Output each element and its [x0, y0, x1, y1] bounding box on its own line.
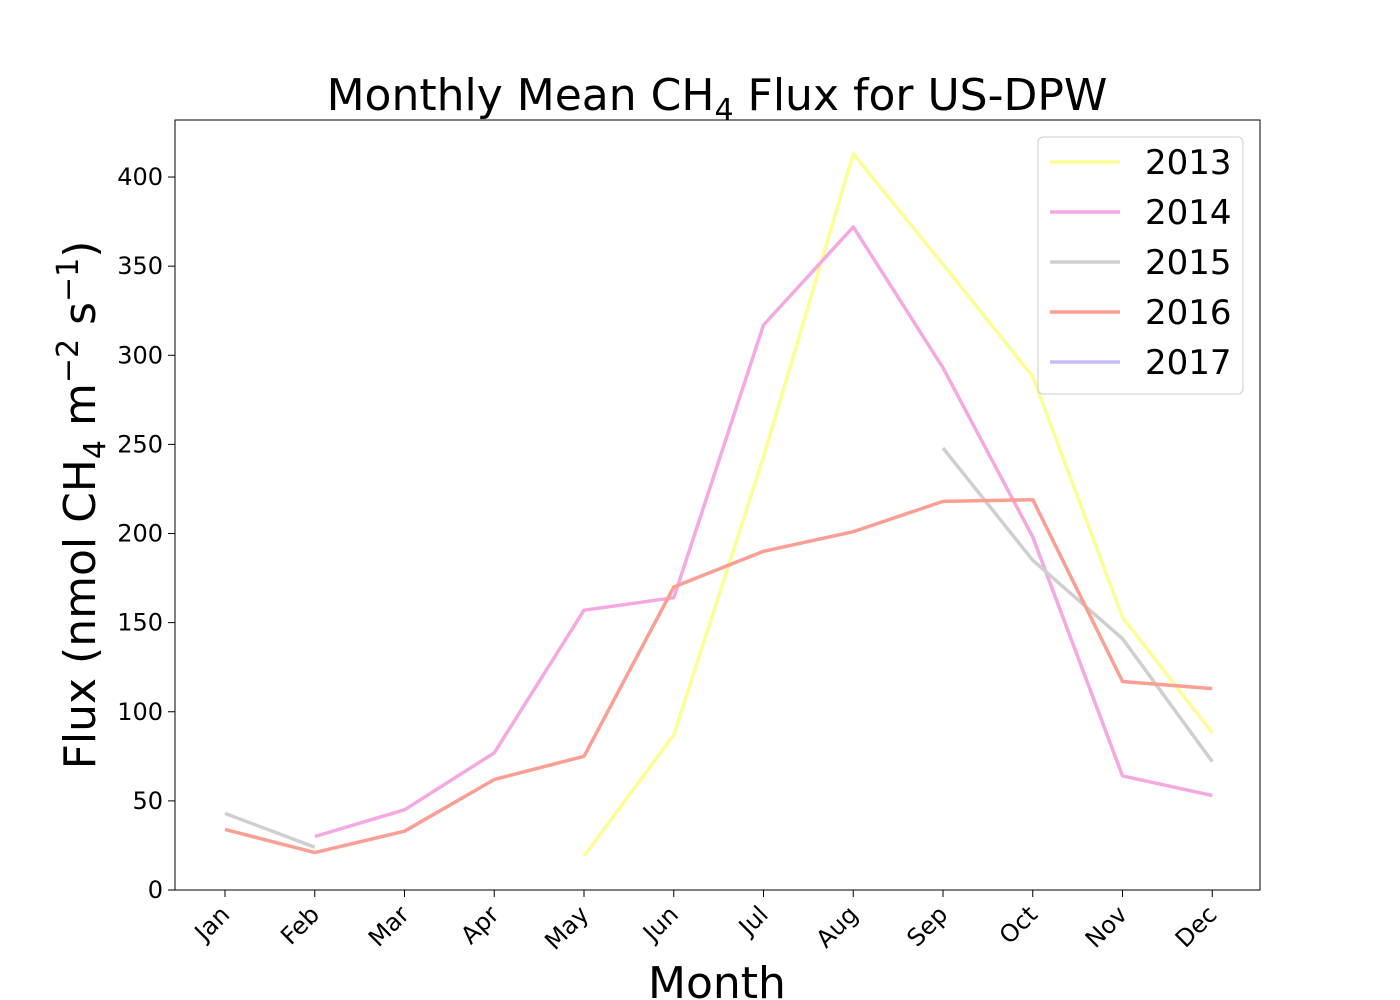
y-tick-label: 0: [148, 876, 163, 904]
legend-label-2015: 2015: [1145, 243, 1232, 283]
x-tick-label: Dec: [1170, 900, 1223, 953]
series-lines: [224, 152, 1214, 858]
plot-frame: [174, 119, 1261, 891]
x-tick-label: May: [539, 900, 594, 955]
series-line-2014: [314, 225, 1213, 839]
series-line-2016: [224, 497, 1213, 855]
x-tick-label: Jul: [732, 900, 774, 942]
chart-title: Monthly Mean CH4 Flux for US-DPW: [327, 70, 1108, 128]
chart-title-subscript: 4: [714, 93, 733, 128]
y-tick-label: 100: [117, 698, 163, 726]
chart-title-suffix: Flux for US-DPW: [734, 70, 1108, 121]
x-axis-ticks: Jan Feb Mar Apr May Jun Jul Aug Sep Oct Nov Dec: [188, 890, 1223, 955]
x-tick-label: Jun: [636, 900, 684, 948]
y-axis-label-part1: Flux (nmol CH: [55, 459, 106, 769]
y-axis-label-sub: 4: [78, 440, 113, 459]
y-axis-label-part4: ): [55, 241, 106, 258]
legend: 2013 2014 2015 2016 2017: [1037, 136, 1244, 395]
x-tick-label: Feb: [275, 900, 325, 950]
series-line-2015: [224, 811, 316, 849]
x-tick-label: Aug: [811, 900, 864, 953]
y-axis-label-sup2: −1: [51, 258, 86, 302]
legend-label-2014: 2014: [1145, 193, 1232, 233]
x-tick-label: Oct: [994, 900, 1043, 949]
x-tick-label: Mar: [363, 900, 415, 952]
series-line-2013: [582, 152, 1214, 858]
x-tick-label: Jan: [188, 900, 235, 947]
legend-frame: [1037, 136, 1244, 395]
y-tick-label: 150: [117, 609, 163, 637]
y-axis-ticks: 0 50 100 150 200 250 300 350 400: [117, 163, 175, 904]
legend-label-2016: 2016: [1145, 293, 1232, 333]
legend-label-2013: 2013: [1145, 143, 1232, 183]
y-tick-label: 50: [132, 787, 163, 815]
y-tick-label: 350: [117, 252, 163, 280]
y-axis-label: Flux (nmol CH4 m−2 s−1): [51, 241, 113, 770]
x-tick-label: Sep: [901, 900, 953, 952]
legend-items: 2013 2014 2015 2016 2017: [1050, 143, 1232, 383]
legend-label-2017: 2017: [1145, 343, 1232, 383]
y-tick-label: 200: [117, 520, 163, 548]
y-tick-label: 300: [117, 341, 163, 369]
y-axis-label-sup1: −2: [51, 339, 86, 383]
x-axis-label: Month: [648, 958, 786, 1000]
chart-title-prefix: Monthly Mean CH: [327, 70, 715, 121]
y-tick-label: 250: [117, 430, 163, 458]
series-line-2015: [941, 446, 1214, 763]
x-tick-label: Nov: [1080, 900, 1133, 953]
x-tick-label: Apr: [455, 900, 504, 949]
y-tick-label: 400: [117, 163, 163, 191]
y-axis-label-part3: s: [55, 302, 106, 339]
y-axis-label-part2: m: [55, 383, 106, 440]
